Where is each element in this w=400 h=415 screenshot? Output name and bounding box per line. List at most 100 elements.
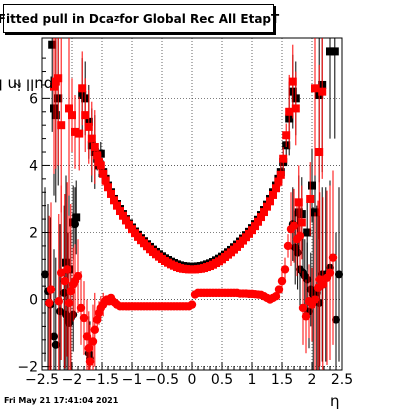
marker-circle-red xyxy=(310,295,320,304)
marker-circle-red xyxy=(84,344,94,353)
marker-circle-red xyxy=(76,303,86,313)
marker-square-black xyxy=(303,228,312,237)
marker-square-red xyxy=(65,104,73,113)
marker-square-red xyxy=(297,218,306,227)
marker-square-red xyxy=(288,77,297,86)
marker-circle-red xyxy=(295,231,305,241)
marker-circle-black xyxy=(41,270,49,279)
marker-square-red xyxy=(113,201,121,210)
marker-circle-red xyxy=(274,285,284,294)
marker-square-red xyxy=(254,217,262,226)
marker-square-red xyxy=(257,213,265,222)
marker-square-red xyxy=(128,225,136,234)
y-label-text: pull in Dca xyxy=(0,76,53,94)
marker-circle-red xyxy=(79,313,89,323)
marker-circle-red xyxy=(298,303,308,313)
marker-circle-red xyxy=(271,292,281,301)
marker-circle-red xyxy=(328,253,338,262)
marker-circle-black xyxy=(335,270,343,279)
marker-square-red xyxy=(96,161,105,170)
marker-circle-red xyxy=(283,241,293,251)
x-tick-label: 1 xyxy=(248,372,257,388)
marker-square-black xyxy=(326,47,334,56)
x-tick-label: 0 xyxy=(188,372,197,388)
marker-circle-red xyxy=(60,276,69,286)
y-tick-label: −2 xyxy=(17,360,38,376)
marker-square-red xyxy=(248,226,256,235)
marker-square-red xyxy=(119,211,127,220)
marker-circle-red xyxy=(73,271,83,281)
marker-square-red xyxy=(71,127,79,136)
marker-circle-red xyxy=(45,298,54,308)
marker-circle-red xyxy=(280,265,290,274)
marker-square-red xyxy=(251,222,259,231)
marker-square-red xyxy=(90,142,99,151)
marker-circle-red xyxy=(82,332,92,341)
marker-square-red xyxy=(116,207,124,216)
marker-square-black xyxy=(330,47,339,56)
marker-circle-red xyxy=(66,286,76,296)
y-tick-label: 0 xyxy=(29,293,38,309)
x-axis-label: η xyxy=(330,392,340,410)
marker-square-red xyxy=(50,82,58,91)
marker-circle-red xyxy=(289,221,299,230)
marker-circle-black xyxy=(332,315,340,324)
marker-circle-red xyxy=(301,312,311,321)
marker-square-red xyxy=(272,184,280,193)
marker-circle-red xyxy=(90,325,100,334)
marker-square-red xyxy=(276,170,285,179)
marker-circle-black xyxy=(50,332,58,341)
marker-square-red xyxy=(81,111,90,120)
x-tick-label: −2.5 xyxy=(25,372,59,388)
marker-circle-red xyxy=(85,357,95,366)
marker-square-black xyxy=(308,181,316,190)
marker-square-red xyxy=(294,198,303,207)
x-tick-label: 2 xyxy=(308,372,317,388)
marker-square-red xyxy=(282,131,291,140)
marker-square-red xyxy=(315,148,324,157)
marker-circle-red xyxy=(187,300,197,309)
x-tick-label: −1.5 xyxy=(85,372,119,388)
marker-square-red xyxy=(125,220,133,229)
marker-square-red xyxy=(107,189,115,198)
x-tick-label: 0.5 xyxy=(211,372,233,388)
marker-square-red xyxy=(306,194,315,203)
marker-square-red xyxy=(263,202,271,211)
marker-square-black xyxy=(72,213,81,222)
title-suffix: for Global Rec All EtapT xyxy=(119,11,280,26)
marker-circle-black xyxy=(56,307,64,316)
marker-square-red xyxy=(68,111,76,120)
marker-circle-red xyxy=(93,315,102,324)
title-subscript: z xyxy=(114,13,120,24)
marker-square-red xyxy=(122,216,130,225)
marker-square-red xyxy=(93,151,102,160)
marker-square-red xyxy=(260,208,268,217)
marker-square-red xyxy=(75,129,84,138)
marker-circle-red xyxy=(88,337,98,346)
marker-square-red xyxy=(54,74,63,83)
x-tick-label: −0.5 xyxy=(145,372,179,388)
marker-square-red xyxy=(291,104,300,113)
x-tick-label: −2 xyxy=(62,372,83,388)
marker-circle-black xyxy=(71,220,79,229)
marker-square-red xyxy=(285,107,294,116)
marker-square-red xyxy=(269,190,277,199)
marker-square-red xyxy=(266,197,274,206)
y-tick-label: 2 xyxy=(29,226,38,242)
marker-square-red xyxy=(311,84,319,93)
marker-square-red xyxy=(279,154,288,163)
marker-square-black xyxy=(48,40,57,49)
x-tick-label: −1 xyxy=(122,372,143,388)
marker-circle-red xyxy=(62,265,72,274)
marker-square-red xyxy=(78,84,87,93)
chart-title: Fitted pull in Dca z for Global Rec All E… xyxy=(0,4,279,33)
marker-square-red xyxy=(87,134,96,143)
x-tick-label: 1.5 xyxy=(271,372,293,388)
marker-square-red xyxy=(101,176,110,185)
marker-circle-black xyxy=(303,275,312,284)
marker-square-red xyxy=(57,121,66,130)
marker-circle-red xyxy=(64,298,74,308)
